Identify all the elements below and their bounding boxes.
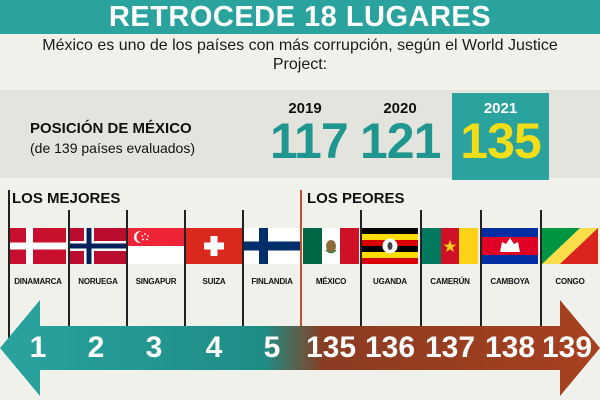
- divider-line: [68, 210, 70, 338]
- rank-label: 137: [424, 331, 476, 364]
- divider-line: [126, 210, 128, 338]
- year-label: 2021: [483, 100, 518, 117]
- country-camerun: CAMERÚN: [422, 228, 478, 286]
- divider-line: [300, 190, 302, 338]
- country-name: UGANDA: [373, 277, 407, 286]
- rank-label: 135: [305, 331, 357, 364]
- country-name: DINAMARCA: [14, 277, 62, 286]
- finland-flag: [244, 228, 300, 264]
- cambodia-flag: [482, 228, 538, 264]
- country-singapur: SINGAPUR: [128, 228, 184, 286]
- country-name: NORUEGA: [78, 277, 118, 286]
- rank-label: 2: [87, 331, 105, 364]
- uganda-flag: [362, 228, 418, 264]
- divider-line: [8, 190, 10, 338]
- subtitle: México es uno de los países con más corr…: [42, 37, 558, 73]
- country-camboya: CAMBOYA: [482, 228, 538, 286]
- switzerland-flag: [186, 228, 242, 264]
- year-value: 135: [460, 113, 541, 169]
- position-label: POSICIÓN DE MÉXICO: [30, 120, 192, 137]
- worst-label: LOS PEORES: [307, 190, 405, 207]
- position-sublabel: (de 139 países evaluados): [30, 140, 195, 156]
- year-value: 121: [360, 113, 441, 169]
- year-2021: 2021 135: [452, 100, 549, 169]
- country-name: FINLANDIA: [251, 277, 293, 286]
- best-label: LOS MEJORES: [12, 190, 121, 207]
- rank-label: 139: [541, 331, 593, 364]
- country-name: CONGO: [555, 277, 585, 286]
- country-uganda: UGANDA: [362, 228, 418, 286]
- country-finlandia: FINLANDIA: [244, 228, 300, 286]
- page-title: RETROCEDE 18 LUGARES: [108, 1, 492, 33]
- year-2020: 2020 121: [360, 100, 441, 169]
- year-2021-highlight: [452, 93, 549, 180]
- singapore-flag: [128, 228, 184, 264]
- cameroon-flag: [422, 228, 478, 264]
- year-2019: 2019 117: [270, 100, 349, 169]
- rank-label: 4: [205, 331, 223, 364]
- congo-flag: [542, 228, 598, 264]
- country-name: CAMERÚN: [430, 277, 470, 286]
- country-name: SINGAPUR: [135, 277, 177, 286]
- rank-label: 136: [364, 331, 416, 364]
- divider-line: [540, 210, 542, 338]
- divider-line: [242, 210, 244, 338]
- rank-label: 5: [263, 331, 281, 364]
- divider-line: [420, 210, 422, 338]
- divider-line: [184, 210, 186, 338]
- ranking-arrow: [0, 300, 600, 396]
- country-name: MÉXICO: [315, 277, 347, 286]
- country-noruega: NORUEGA: [70, 228, 126, 286]
- year-label: 2019: [288, 100, 322, 117]
- country-congo: CONGO: [542, 228, 598, 286]
- country-dinamarca: DINAMARCA: [10, 228, 66, 286]
- year-label: 2020: [383, 100, 417, 117]
- year-value: 117: [270, 113, 349, 169]
- rank-label: 3: [145, 331, 163, 364]
- divider-line: [360, 210, 362, 338]
- country-mexico: MÉXICO: [303, 228, 359, 286]
- country-suiza: SUIZA: [186, 228, 242, 286]
- rank-label: 138: [484, 331, 536, 364]
- denmark-flag: [10, 228, 66, 264]
- rank-label: 1: [29, 331, 47, 364]
- country-name: CAMBOYA: [490, 277, 530, 286]
- divider-line: [480, 210, 482, 338]
- country-name: SUIZA: [202, 277, 226, 286]
- norway-flag: [70, 228, 126, 264]
- title-banner: [0, 0, 600, 34]
- mexico-flag: [303, 228, 359, 264]
